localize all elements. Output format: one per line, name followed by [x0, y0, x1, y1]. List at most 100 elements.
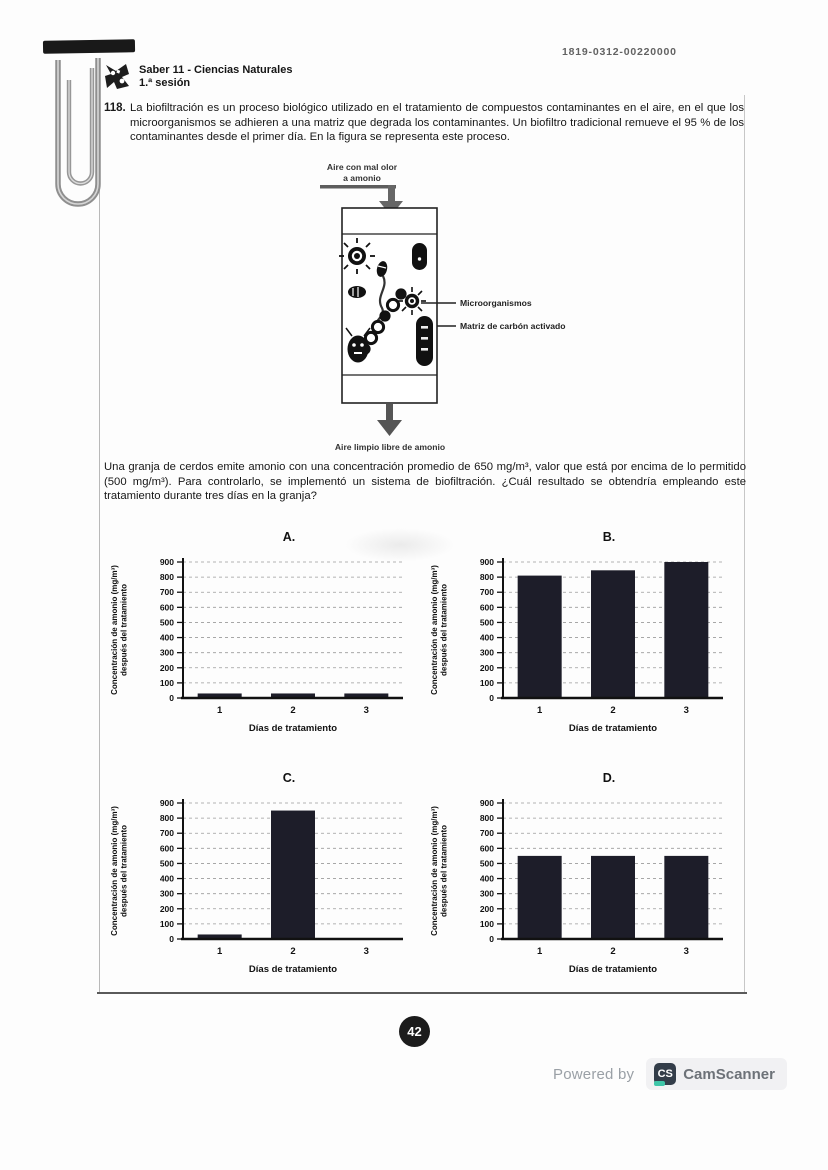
svg-text:Días de tratamiento: Días de tratamiento	[569, 964, 657, 975]
svg-text:500: 500	[160, 858, 174, 868]
question-intro-text: La biofiltración es un proceso biológico…	[130, 102, 744, 143]
svg-text:Concentración de amonio (mg/m³: Concentración de amonio (mg/m³)después d…	[110, 565, 129, 695]
svg-text:2: 2	[290, 705, 295, 716]
microbe-striped-oval-icon	[348, 286, 366, 298]
option-d-chart: 0 100 200 300 400 500 600 700 800 900 1 2 3 Días de t…	[425, 791, 735, 996]
svg-text:900: 900	[160, 798, 174, 808]
svg-text:Días de tratamiento: Días de tratamiento	[249, 964, 337, 975]
option-c-chart: 0 100 200 300 400 500 600 700 800 900 1 2 3 Días de t…	[105, 791, 415, 996]
doc-id-text: 1819-0312-00220000	[562, 46, 677, 58]
camscanner-badge: CS CamScanner	[646, 1058, 787, 1090]
microbe-sun2-icon	[398, 287, 426, 315]
svg-text:400: 400	[480, 874, 494, 884]
camscanner-label: CamScanner	[683, 1065, 775, 1083]
svg-text:100: 100	[480, 678, 494, 688]
camscanner-footer: Powered by CS CamScanner	[553, 1058, 787, 1090]
svg-text:1: 1	[537, 705, 543, 716]
bottom-border-rule	[97, 992, 747, 994]
svg-text:600: 600	[160, 843, 174, 853]
svg-text:400: 400	[160, 633, 174, 643]
question-prompt-text: Una granja de cerdos emite amonio con un…	[104, 461, 746, 503]
svg-text:Concentración de amonio (mg/m³: Concentración de amonio (mg/m³)después d…	[430, 806, 449, 936]
svg-text:Días de tratamiento: Días de tratamiento	[249, 723, 337, 734]
svg-text:400: 400	[480, 633, 494, 643]
option-b-chart: 0 100 200 300 400 500 600 700 800 900 1 2 3 Días de t…	[425, 550, 735, 755]
option-d: D. 0 100 200 300 400 500 600 700 800 900 1 2 3 Días d…	[425, 771, 735, 996]
paperclip-icon	[42, 39, 136, 207]
svg-text:800: 800	[160, 572, 174, 582]
svg-text:900: 900	[480, 557, 494, 567]
biofilter-diagram: Aire con mal olor a amonio	[300, 156, 600, 458]
svg-text:100: 100	[160, 919, 174, 929]
svg-text:100: 100	[480, 919, 494, 929]
svg-text:Concentración de amonio (mg/m³: Concentración de amonio (mg/m³)después d…	[110, 806, 129, 936]
option-c: C. 0 100 200 300 400 500 600 700 800 900 1 2 3 Días d…	[105, 771, 415, 996]
svg-text:1: 1	[217, 705, 223, 716]
option-a-title: A.	[282, 530, 296, 544]
svg-text:3: 3	[684, 946, 689, 957]
svg-text:300: 300	[160, 648, 174, 658]
svg-text:2: 2	[610, 946, 615, 957]
svg-text:0: 0	[489, 693, 494, 703]
svg-text:600: 600	[480, 602, 494, 612]
svg-text:300: 300	[160, 889, 174, 899]
svg-text:900: 900	[160, 557, 174, 567]
svg-text:3: 3	[684, 705, 689, 716]
microbe-larva-icon	[375, 261, 388, 324]
cs-logo-text: CS	[657, 1068, 673, 1080]
svg-text:1: 1	[217, 946, 223, 957]
microorganisms-label: Microorganismos	[460, 298, 532, 308]
svg-text:900: 900	[480, 798, 494, 808]
svg-text:500: 500	[480, 617, 494, 627]
svg-text:3: 3	[364, 705, 369, 716]
option-b-title: B.	[602, 530, 616, 544]
option-a-chart: 0 100 200 300 400 500 600 700 800 900 1 2 3 Días de t…	[105, 550, 415, 755]
svg-text:0: 0	[489, 934, 494, 944]
svg-text:700: 700	[480, 587, 494, 597]
svg-text:700: 700	[160, 828, 174, 838]
svg-text:2: 2	[290, 946, 295, 957]
scan-black-bar	[42, 39, 136, 54]
airflow-in-label-line2: a amonio	[343, 173, 381, 183]
svg-text:Concentración de amonio (mg/m³: Concentración de amonio (mg/m³)después d…	[430, 565, 449, 695]
svg-text:0: 0	[169, 934, 174, 944]
svg-text:200: 200	[160, 904, 174, 914]
svg-text:100: 100	[160, 678, 174, 688]
svg-text:300: 300	[480, 889, 494, 899]
exam-header: Saber 11 - Ciencias Naturales 1.ª sesión	[104, 62, 292, 91]
svg-text:800: 800	[480, 813, 494, 823]
question-number: 118.	[104, 102, 126, 114]
svg-text:200: 200	[480, 904, 494, 914]
cs-logo-teal-accent	[654, 1081, 666, 1086]
microbe-capsule-icon	[412, 243, 427, 270]
svg-text:400: 400	[160, 874, 174, 884]
svg-text:300: 300	[480, 648, 494, 658]
down-arrow-out-icon	[377, 404, 402, 436]
left-border-rule	[99, 60, 100, 993]
svg-text:500: 500	[160, 617, 174, 627]
svg-text:600: 600	[480, 843, 494, 853]
microbe-rod-icon	[416, 316, 433, 366]
question-block: 118. La biofiltración es un proceso biol…	[104, 101, 744, 145]
svg-text:200: 200	[160, 663, 174, 673]
page-number-badge: 42	[399, 1016, 430, 1047]
airflow-in-label-line1: Aire con mal olor	[327, 162, 398, 172]
header-title: Saber 11 - Ciencias Naturales	[139, 64, 293, 76]
svg-text:500: 500	[480, 858, 494, 868]
header-session: 1.ª sesión	[139, 77, 191, 89]
svg-text:3: 3	[364, 946, 369, 957]
svg-text:600: 600	[160, 602, 174, 612]
svg-text:0: 0	[169, 693, 174, 703]
svg-text:700: 700	[480, 828, 494, 838]
option-a: A. 0 100 200 300 400 500 600 700 800 900 1 2 3 Días d…	[105, 530, 415, 755]
icfes-logo-icon	[105, 64, 129, 89]
cs-logo-icon: CS	[654, 1063, 677, 1086]
svg-text:200: 200	[480, 663, 494, 673]
airflow-out-label: Aire limpio libre de amonio	[335, 442, 445, 452]
svg-text:Días de tratamiento: Días de tratamiento	[569, 723, 657, 734]
microbe-sun-icon	[339, 238, 375, 274]
svg-text:800: 800	[480, 572, 494, 582]
matrix-label: Matriz de carbón activado	[460, 321, 566, 331]
option-c-title: C.	[282, 771, 296, 785]
